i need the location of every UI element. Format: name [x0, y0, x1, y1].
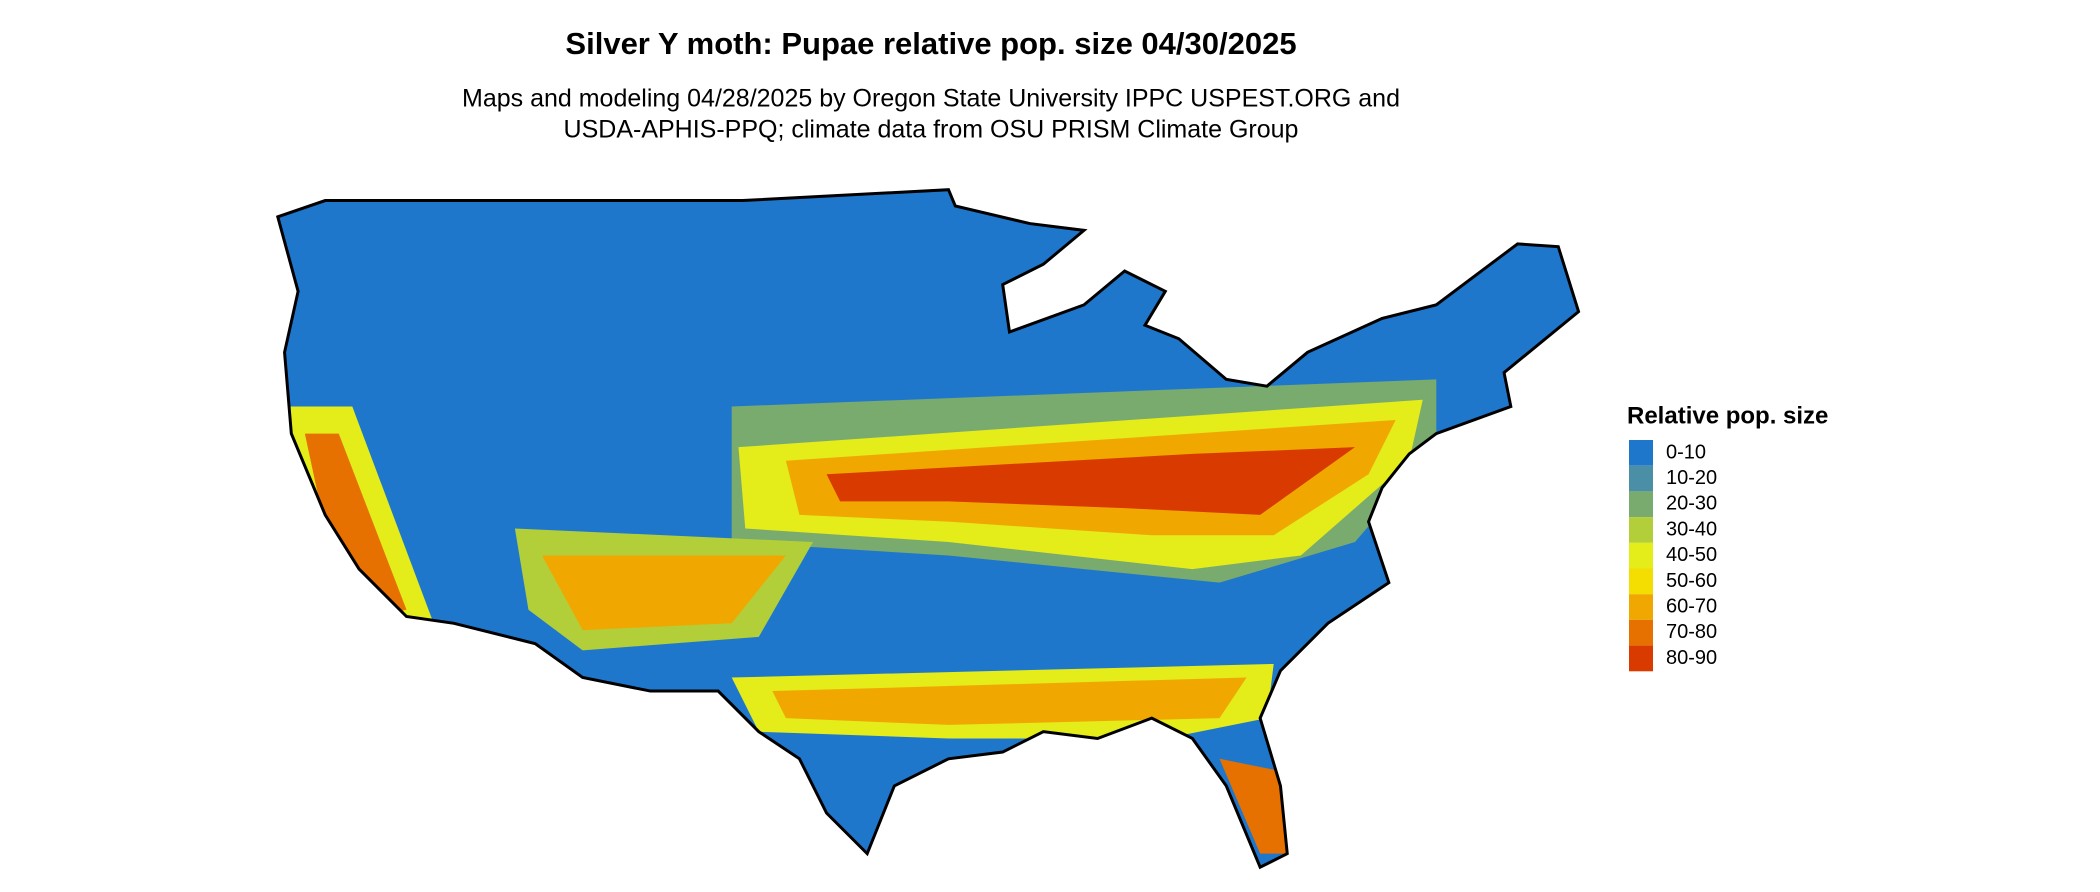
legend-label: 10-20 [1666, 467, 1717, 489]
legend-label: 60-70 [1666, 595, 1717, 617]
legend-label: 0-10 [1666, 441, 1706, 463]
legend-label: 40-50 [1666, 544, 1717, 566]
subtitle: USDA-APHIS-PPQ; climate data from OSU PR… [564, 116, 1299, 144]
legend-swatch [1629, 465, 1653, 492]
us-map [276, 188, 1581, 869]
legend-swatch [1629, 440, 1653, 466]
legend-swatch [1629, 491, 1653, 518]
subtitle: Maps and modeling 04/28/2025 by Oregon S… [462, 85, 1400, 113]
legend-label: 70-80 [1666, 621, 1717, 643]
legend-label: 50-60 [1666, 570, 1717, 592]
legend-swatch [1629, 645, 1653, 672]
legend-swatch [1629, 594, 1653, 620]
legend-label: 30-40 [1666, 518, 1717, 540]
legend-swatch [1629, 568, 1653, 595]
legend-swatch [1629, 542, 1653, 569]
map-title: Silver Y moth: Pupae relative pop. size … [565, 26, 1296, 61]
legend-label: 20-30 [1666, 493, 1717, 515]
legend-title: Relative pop. size [1627, 402, 1828, 429]
legend-swatch [1629, 619, 1653, 646]
legend-swatch [1629, 517, 1653, 543]
legend-label: 80-90 [1666, 647, 1717, 669]
legend: 0-10 10-20 20-30 30-40 40-50 50-60 60-70 70-80 8… [1629, 440, 1717, 672]
